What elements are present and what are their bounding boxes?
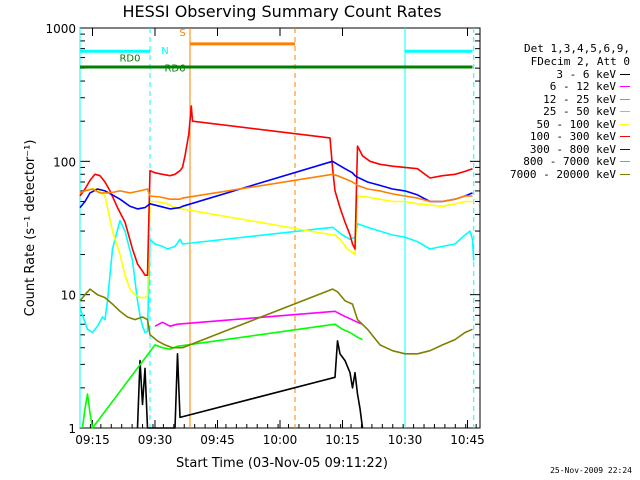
legend-swatch: [620, 123, 630, 125]
legend-header-fdecim: FDecim 2, Att 0: [530, 55, 630, 68]
legend-header-detectors: Det 1,3,4,5,6,9,: [524, 42, 630, 55]
legend-entry: 800 - 7000 keV: [496, 155, 630, 169]
y-tick-label: 100: [53, 155, 76, 169]
legend-label: 25 - 50 keV: [543, 105, 616, 119]
y-axis-label: Count Rate (s⁻¹ detector⁻¹): [23, 140, 38, 317]
legend-label: 100 - 300 keV: [529, 130, 616, 144]
legend-entry: 100 - 300 keV: [496, 130, 630, 144]
series-line: [79, 288, 473, 355]
legend-swatch: [620, 173, 630, 175]
legend: Det 1,3,4,5,6,9, FDecim 2, Att 0 3 - 6 k…: [496, 42, 630, 181]
series-line: [81, 323, 363, 429]
legend-entry: 6 - 12 keV: [496, 80, 630, 94]
legend-entry: 25 - 50 keV: [496, 105, 630, 119]
legend-entry: 300 - 800 keV: [496, 143, 630, 156]
mode-bar-label: S: [179, 28, 185, 39]
plot-area: 09:15 09:30 09:45 10:00 10:15 10:30 10:45 1 10 10…: [45, 22, 484, 447]
x-tick-label: 09:30: [138, 433, 173, 447]
x-axis-label: Start Time (03-Nov-05 09:11:22): [176, 456, 388, 471]
series-line: [136, 340, 364, 429]
legend-swatch: [620, 86, 630, 88]
x-tick-label: 10:00: [263, 433, 298, 447]
legend-swatch: [620, 73, 630, 75]
x-tick-label: 10:30: [388, 433, 423, 447]
legend-label: 50 - 100 keV: [536, 117, 616, 131]
legend-label: 6 - 12 keV: [549, 80, 616, 94]
series-line: [79, 188, 473, 299]
legend-entry: 7000 - 20000 keV: [496, 168, 630, 181]
mode-bar-label: RD0: [119, 54, 140, 65]
chart-title: HESSI Observing Summary Count Rates: [122, 2, 441, 21]
x-tick-label: 10:15: [325, 433, 360, 447]
legend-swatch: [620, 136, 630, 138]
x-tick-label: 09:45: [200, 433, 235, 447]
legend-label: 800 - 7000 keV: [523, 155, 616, 169]
x-tick-label: 09:15: [75, 433, 110, 447]
legend-entry: 50 - 100 keV: [496, 118, 630, 131]
legend-label: 300 - 800 keV: [529, 142, 616, 156]
timestamp: 25-Nov-2009 22:24: [550, 466, 632, 475]
x-tick-label: 10:45: [450, 433, 485, 447]
series-line: [79, 105, 473, 277]
series-line: [79, 160, 473, 210]
legend-label: 7000 - 20000 keV: [510, 167, 616, 181]
legend-swatch: [620, 98, 630, 100]
legend-swatch: [620, 111, 630, 113]
series-line: [79, 173, 473, 203]
series-line: [154, 310, 363, 328]
mode-bar-label: N: [161, 46, 168, 57]
mode-bar-label: RD6: [164, 64, 185, 75]
legend-swatch: [620, 148, 630, 150]
y-tick-label: 10: [61, 289, 76, 303]
legend-entry: 3 - 6 keV: [496, 68, 630, 81]
legend-swatch: [620, 161, 630, 163]
series-line: [79, 219, 475, 334]
legend-entry: 12 - 25 keV: [496, 93, 630, 106]
legend-label: 12 - 25 keV: [543, 92, 616, 106]
y-tick-label: 1000: [45, 22, 76, 36]
legend-label: 3 - 6 keV: [556, 67, 616, 81]
y-tick-label: 1: [68, 422, 76, 436]
